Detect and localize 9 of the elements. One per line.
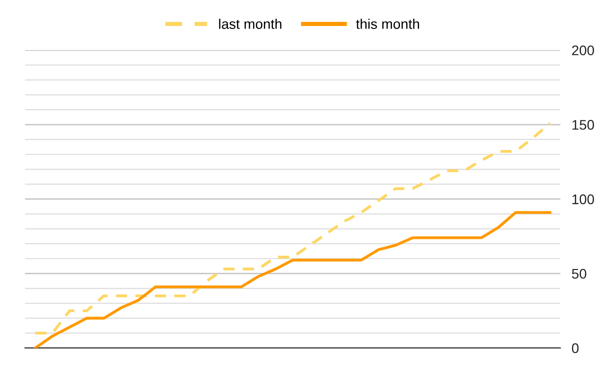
- line-series: [34, 211, 552, 348]
- legend-label: this month: [356, 18, 420, 29]
- legend-label: last month: [219, 18, 282, 29]
- y-tick-label: 150: [572, 120, 594, 130]
- line-series: [34, 122, 552, 334]
- y-tick-label: 200: [572, 45, 594, 56]
- y-tick-label: 50: [572, 268, 586, 279]
- y-tick-label: 0: [572, 343, 579, 354]
- y-tick-label: 100: [572, 194, 594, 204]
